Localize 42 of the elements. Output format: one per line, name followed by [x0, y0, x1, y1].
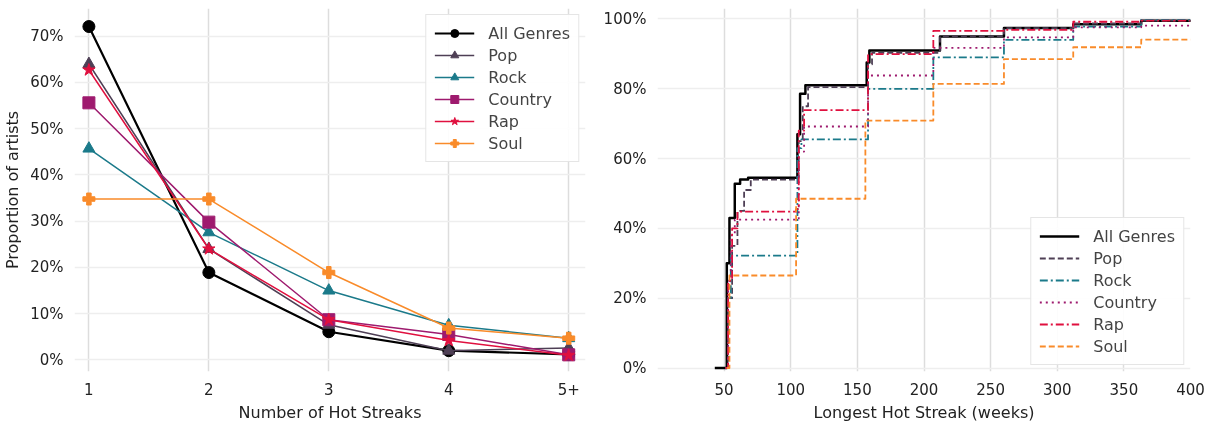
- x-tick-label: 1: [84, 380, 94, 399]
- y-tick-label: 100%: [603, 9, 647, 28]
- y-tick-label: 60%: [613, 149, 647, 168]
- legend-label: Rock: [488, 67, 527, 87]
- y-tick-label: 30%: [30, 212, 64, 231]
- legend-label: Rock: [1093, 270, 1132, 290]
- y-tick-label: 40%: [613, 219, 647, 238]
- y-tick-label: 60%: [30, 73, 64, 92]
- y-axis-title: Proportion of artists: [3, 110, 23, 270]
- x-tick-label: 200: [909, 380, 939, 399]
- legend-label: Rap: [488, 111, 520, 131]
- legend-label: Rap: [1093, 314, 1125, 334]
- x-axis-title: Number of Hot Streaks: [238, 402, 422, 422]
- legend-label: Soul: [488, 133, 523, 153]
- y-tick-label: 50%: [30, 119, 64, 138]
- y-tick-label: 0%: [39, 350, 64, 369]
- legend-label: All Genres: [1093, 226, 1175, 246]
- x-tick-label: 2: [204, 380, 214, 399]
- legend-label: Pop: [1093, 248, 1123, 268]
- x-tick-label: 350: [1109, 380, 1139, 399]
- legend-label: Country: [1093, 292, 1157, 312]
- x-tick-label: 100: [776, 380, 806, 399]
- x-tick-label: 50: [714, 380, 734, 399]
- y-tick-label: 20%: [613, 289, 647, 308]
- x-tick-label: 300: [1042, 380, 1072, 399]
- x-tick-label: 4: [443, 380, 454, 399]
- y-tick-label: 20%: [30, 258, 64, 277]
- x-tick-label: 250: [976, 380, 1005, 399]
- legend-label: Pop: [488, 45, 518, 65]
- legend-label: Soul: [1093, 336, 1128, 356]
- y-tick-label: 40%: [30, 165, 64, 184]
- y-tick-label: 0%: [622, 359, 647, 378]
- x-axis-title: Longest Hot Streak (weeks): [813, 402, 1035, 422]
- x-tick-label: 400: [1176, 380, 1205, 399]
- legend-label: Country: [488, 89, 552, 109]
- y-tick-label: 80%: [613, 79, 647, 98]
- x-tick-label: 150: [843, 380, 872, 399]
- y-tick-label: 70%: [30, 27, 64, 46]
- x-tick-label: 5+: [557, 380, 580, 399]
- y-tick-label: 10%: [30, 304, 64, 323]
- legend-label: All Genres: [488, 23, 570, 43]
- x-tick-label: 3: [324, 380, 334, 399]
